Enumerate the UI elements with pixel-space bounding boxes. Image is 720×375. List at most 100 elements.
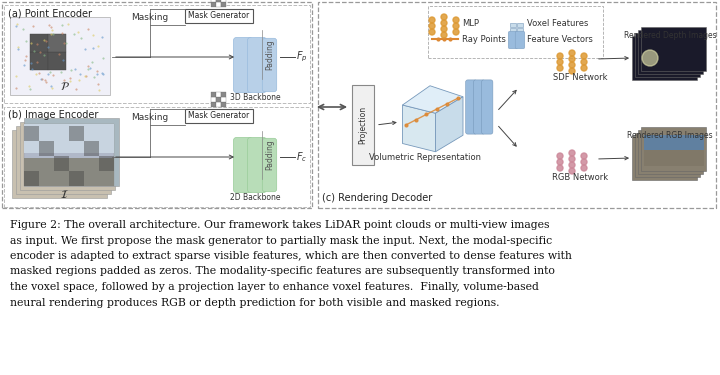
FancyBboxPatch shape xyxy=(516,31,525,49)
Circle shape xyxy=(581,59,587,65)
Text: $F_p$: $F_p$ xyxy=(296,50,307,64)
Polygon shape xyxy=(436,97,463,152)
Text: 3D Backbone: 3D Backbone xyxy=(230,93,280,102)
FancyBboxPatch shape xyxy=(221,92,226,97)
FancyBboxPatch shape xyxy=(221,0,226,2)
Circle shape xyxy=(569,56,575,62)
FancyBboxPatch shape xyxy=(216,102,221,107)
FancyBboxPatch shape xyxy=(20,122,115,190)
Text: Masking: Masking xyxy=(131,12,168,21)
FancyBboxPatch shape xyxy=(248,137,266,193)
FancyBboxPatch shape xyxy=(352,85,374,165)
Circle shape xyxy=(429,29,435,35)
Text: masked regions padded as zeros. The modality-specific features are subsequently : masked regions padded as zeros. The moda… xyxy=(10,267,555,276)
Circle shape xyxy=(441,26,447,32)
Circle shape xyxy=(569,62,575,68)
FancyBboxPatch shape xyxy=(30,34,48,52)
FancyBboxPatch shape xyxy=(482,80,493,134)
Text: Projection: Projection xyxy=(359,106,367,144)
Polygon shape xyxy=(402,86,463,113)
Circle shape xyxy=(441,14,447,20)
FancyBboxPatch shape xyxy=(48,52,66,70)
FancyBboxPatch shape xyxy=(99,156,114,171)
FancyBboxPatch shape xyxy=(508,31,518,49)
Text: Ray Points: Ray Points xyxy=(462,34,506,44)
FancyBboxPatch shape xyxy=(216,97,221,102)
Text: Masking: Masking xyxy=(131,112,168,122)
Polygon shape xyxy=(510,23,516,27)
Circle shape xyxy=(569,156,575,162)
FancyBboxPatch shape xyxy=(211,102,216,107)
Text: $F_c$: $F_c$ xyxy=(296,150,307,164)
FancyBboxPatch shape xyxy=(635,33,700,77)
Circle shape xyxy=(581,153,587,159)
FancyBboxPatch shape xyxy=(644,135,704,166)
FancyBboxPatch shape xyxy=(185,109,253,123)
Circle shape xyxy=(557,159,563,165)
Circle shape xyxy=(441,32,447,38)
FancyBboxPatch shape xyxy=(221,2,226,7)
FancyBboxPatch shape xyxy=(216,0,221,2)
FancyBboxPatch shape xyxy=(69,126,84,141)
Circle shape xyxy=(453,29,459,35)
Text: Mask Generator: Mask Generator xyxy=(189,111,250,120)
Circle shape xyxy=(569,168,575,174)
FancyBboxPatch shape xyxy=(632,36,697,80)
Polygon shape xyxy=(510,28,516,32)
FancyBboxPatch shape xyxy=(644,150,704,166)
Circle shape xyxy=(581,165,587,171)
Text: as input. We first propose the mask generator to partially mask the input. Next,: as input. We first propose the mask gene… xyxy=(10,236,552,246)
Text: (a) Point Encoder: (a) Point Encoder xyxy=(8,8,92,18)
FancyBboxPatch shape xyxy=(262,38,276,92)
FancyBboxPatch shape xyxy=(262,138,276,192)
FancyBboxPatch shape xyxy=(16,126,111,194)
FancyBboxPatch shape xyxy=(641,127,706,171)
FancyBboxPatch shape xyxy=(221,97,226,102)
FancyBboxPatch shape xyxy=(466,80,477,134)
FancyBboxPatch shape xyxy=(12,130,107,198)
Text: $\mathcal{I}$: $\mathcal{I}$ xyxy=(60,188,68,200)
FancyBboxPatch shape xyxy=(638,30,703,74)
FancyBboxPatch shape xyxy=(24,124,114,153)
Circle shape xyxy=(429,17,435,23)
FancyBboxPatch shape xyxy=(24,171,39,186)
FancyBboxPatch shape xyxy=(185,9,253,23)
FancyBboxPatch shape xyxy=(211,97,216,102)
Circle shape xyxy=(557,65,563,71)
Circle shape xyxy=(557,165,563,171)
Circle shape xyxy=(569,162,575,168)
Text: $\mathcal{P}$: $\mathcal{P}$ xyxy=(60,80,70,92)
Circle shape xyxy=(557,153,563,159)
Circle shape xyxy=(581,65,587,71)
Polygon shape xyxy=(517,28,523,32)
FancyBboxPatch shape xyxy=(216,92,221,97)
Circle shape xyxy=(569,50,575,56)
Text: Figure 2: The overall architecture. Our framework takes LiDAR point clouds or mu: Figure 2: The overall architecture. Our … xyxy=(10,220,549,230)
Text: Voxel Features: Voxel Features xyxy=(527,18,588,27)
Text: MLP: MLP xyxy=(462,18,479,27)
FancyBboxPatch shape xyxy=(24,158,114,186)
Circle shape xyxy=(557,53,563,59)
Text: Rendered Depth Images: Rendered Depth Images xyxy=(624,31,716,40)
FancyBboxPatch shape xyxy=(474,80,485,134)
FancyBboxPatch shape xyxy=(635,133,700,177)
Text: the voxel space, followed by a projection layer to enhance voxel features.  Fina: the voxel space, followed by a projectio… xyxy=(10,282,539,292)
Polygon shape xyxy=(517,23,523,27)
Text: (b) Image Encoder: (b) Image Encoder xyxy=(8,110,99,120)
Circle shape xyxy=(453,23,459,29)
Text: (c) Rendering Decoder: (c) Rendering Decoder xyxy=(322,193,432,203)
Text: Mask Generator: Mask Generator xyxy=(189,12,250,21)
Text: Rendered RGB Images: Rendered RGB Images xyxy=(627,131,713,140)
FancyBboxPatch shape xyxy=(48,34,66,52)
Circle shape xyxy=(642,50,658,66)
FancyBboxPatch shape xyxy=(211,2,216,7)
Text: SDF Network: SDF Network xyxy=(553,73,607,82)
FancyBboxPatch shape xyxy=(24,124,114,186)
FancyBboxPatch shape xyxy=(221,102,226,107)
Circle shape xyxy=(581,53,587,59)
FancyBboxPatch shape xyxy=(69,171,84,186)
FancyBboxPatch shape xyxy=(30,52,48,70)
FancyBboxPatch shape xyxy=(24,118,119,186)
FancyBboxPatch shape xyxy=(233,38,253,93)
Text: Volumetric Representation: Volumetric Representation xyxy=(369,153,481,162)
